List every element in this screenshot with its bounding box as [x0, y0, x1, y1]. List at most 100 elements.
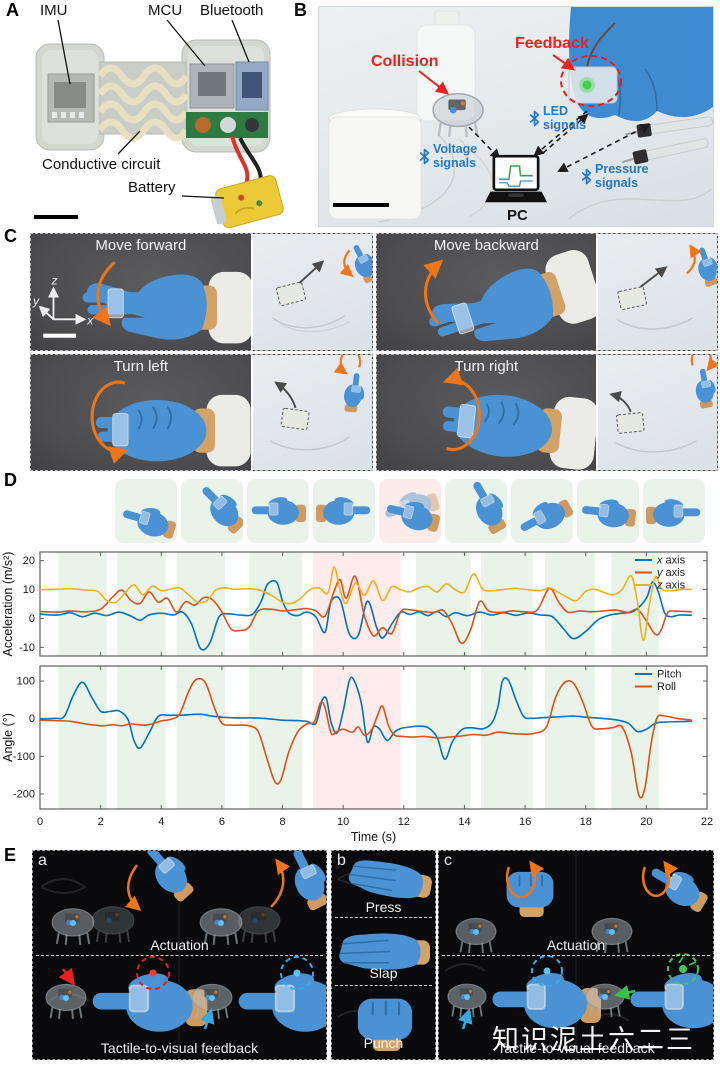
turn-left-caption: Turn left: [113, 357, 169, 375]
quad-turn-right: Turn right: [375, 353, 718, 471]
actuation-caption-c: Actuation: [546, 937, 606, 953]
label-conductive-circuit: Conductive circuit: [42, 156, 161, 173]
x-tick-label: 16: [519, 816, 531, 828]
legend-label: Roll: [657, 681, 676, 693]
sub-label-c: c: [444, 852, 452, 869]
panel-d-letter: D: [4, 470, 17, 490]
chart-band: [58, 666, 107, 809]
y-tick-label: -200: [13, 788, 35, 800]
panel-c-letter: C: [4, 226, 17, 246]
white-cylinder: [328, 116, 422, 220]
laptop-icon: [485, 154, 547, 204]
blue-glove: [569, 7, 713, 122]
legend-label: x axis: [656, 555, 686, 567]
x-tick-label: 14: [458, 816, 470, 828]
quad-move-backward: Move backward: [375, 233, 718, 351]
x-tick-label: 4: [158, 816, 164, 828]
y-tick-label: 100: [17, 676, 35, 688]
x-tick-label: 0: [37, 816, 43, 828]
chart-band: [481, 666, 533, 809]
feedback-label: Feedback: [515, 35, 589, 52]
scale-bar-a: [34, 215, 78, 219]
turn-right-sub-art: [609, 354, 717, 453]
dashed-divider: [335, 985, 432, 986]
panel-e-c: c: [438, 850, 714, 1060]
angle-chart: 0 2 4 6 8 10 12 14 16 18 20 22 100 0 -100 -200 PitchRoll…: [1, 665, 713, 844]
mcu-chip: [189, 63, 235, 109]
collision-arrow: [418, 70, 450, 95]
chart-band: [611, 552, 659, 656]
chart-band: [117, 666, 166, 809]
chart-band: [58, 552, 107, 656]
label-imu: IMU: [40, 2, 68, 19]
red-wire: [230, 135, 250, 185]
series-x-axis: [39, 579, 692, 651]
move-backward-art: [420, 245, 597, 350]
chart-band: [176, 666, 225, 809]
chart-band: [117, 552, 166, 656]
x-tick-label: 6: [219, 816, 225, 828]
legend-label: z axis: [656, 580, 686, 592]
pc-label: PC: [507, 207, 528, 224]
move-backward-caption: Move backward: [433, 237, 539, 254]
axis-x-label: x: [86, 313, 94, 327]
chart-band: [249, 552, 303, 656]
signal-arrows: [468, 110, 651, 172]
series-y-axis: [39, 575, 692, 645]
series-z-axis: [39, 566, 692, 642]
x-tick-label: 8: [279, 816, 285, 828]
x-tick-label: 10: [337, 816, 349, 828]
serpentine-traces: [97, 64, 190, 142]
panel-b-art: [328, 7, 713, 223]
battery-pack: [210, 175, 284, 229]
dashed-divider: [335, 917, 432, 918]
chart-band: [611, 666, 659, 809]
legend-label: Pitch: [657, 669, 681, 681]
chart-band: [312, 552, 401, 656]
panel-b-photo: Collision Feedback LED signals Voltage sig…: [318, 6, 714, 227]
feedback-device: [568, 66, 618, 104]
gesture-photo-6: [445, 479, 507, 543]
y-axis-title: Angle (°): [1, 713, 15, 762]
turn-right-subphoto: [596, 354, 717, 470]
move-forward-caption: Move forward: [95, 237, 187, 254]
gesture-photo-1: [115, 479, 177, 543]
gesture-photo-8: [577, 479, 639, 543]
x-tick-label: 18: [580, 816, 592, 828]
y-axis-title: Acceleration (m/s²): [1, 552, 15, 657]
label-bluetooth: Bluetooth: [200, 2, 264, 19]
turn-right-caption: Turn right: [454, 357, 519, 375]
tactile-caption-a: Tactile-to-visual feedback: [100, 1040, 259, 1056]
axis-y-label: y: [32, 294, 40, 308]
chart-band: [415, 552, 471, 656]
y-tick-label: 0: [29, 713, 35, 725]
move-forward-subphoto: [250, 234, 372, 350]
collision-label: Collision: [371, 53, 439, 70]
actuation-caption-a: Actuation: [150, 937, 209, 953]
feedback-arrow: [552, 54, 576, 71]
gesture-photo-9: [643, 479, 705, 543]
coordinate-axes: [38, 286, 87, 325]
feedback-dashed-circle: [560, 55, 622, 107]
panel-e-letter: E: [4, 845, 17, 865]
move-backward-subphoto: [596, 234, 717, 350]
x-tick-label: 22: [701, 816, 713, 828]
press-label: Press: [365, 899, 402, 915]
gesture-photo-3: [247, 479, 309, 543]
dashed-divider: [442, 955, 710, 956]
robot-collision: [431, 92, 485, 137]
panel-b-letter: B: [294, 0, 307, 20]
legend-label: y axis: [656, 567, 686, 579]
gesture-photo-5: [379, 479, 441, 543]
label-battery: Battery: [128, 179, 176, 196]
move-forward-photo: Move forward z y x: [31, 234, 251, 350]
turn-left-sub-art: [269, 354, 368, 450]
x-tick-label: 20: [640, 816, 652, 828]
led-signals-label: LED signals: [529, 104, 586, 132]
panel-e-a: a: [32, 850, 327, 1060]
chart-band: [312, 666, 401, 809]
device-photo: [35, 19, 284, 229]
label-mcu: MCU: [148, 2, 183, 19]
